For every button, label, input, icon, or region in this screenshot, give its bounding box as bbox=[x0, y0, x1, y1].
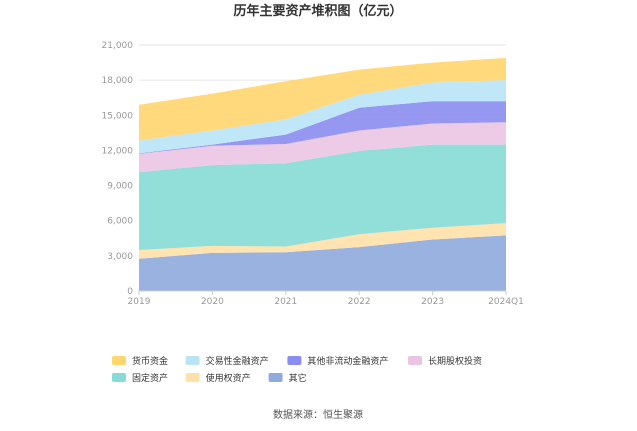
area-series bbox=[139, 144, 506, 250]
area-series bbox=[139, 101, 506, 154]
legend-label: 其它 bbox=[289, 372, 307, 384]
area-series bbox=[139, 223, 506, 259]
legend-swatch bbox=[112, 373, 126, 382]
chart-title: 历年主要资产堆积图（亿元） bbox=[233, 3, 402, 19]
y-tick-label: 15,000 bbox=[102, 111, 134, 121]
plot-areas bbox=[139, 57, 506, 291]
legend-swatch bbox=[408, 356, 422, 365]
legend-item[interactable]: 货币资金 bbox=[112, 355, 168, 367]
area-series bbox=[139, 80, 506, 154]
legend-item[interactable]: 交易性金融资产 bbox=[185, 355, 269, 367]
y-tick-label: 0 bbox=[127, 287, 133, 297]
legend-item[interactable]: 使用权资产 bbox=[185, 372, 251, 384]
legend-item[interactable]: 其它 bbox=[268, 372, 307, 384]
area-series bbox=[139, 57, 506, 141]
legend-label: 固定资产 bbox=[132, 372, 168, 384]
y-tick-label: 9,000 bbox=[107, 182, 133, 192]
y-tick-label: 21,000 bbox=[102, 41, 134, 51]
legend-label: 长期股权投资 bbox=[428, 355, 482, 367]
axes: 0 3,000 6,000 9,000 12,000 15,000 18,000 21,000… bbox=[102, 41, 524, 307]
x-tick-label: 2021 bbox=[274, 297, 297, 307]
y-tick-label: 18,000 bbox=[102, 76, 134, 86]
legend-label: 使用权资产 bbox=[206, 372, 251, 384]
source-note: 数据来源：恒生聚源 bbox=[273, 408, 363, 421]
legend-item[interactable]: 固定资产 bbox=[112, 372, 168, 384]
x-tick-label: 2023 bbox=[421, 297, 444, 307]
legend-item[interactable]: 长期股权投资 bbox=[408, 355, 482, 367]
x-tick-label: 2024Q1 bbox=[488, 297, 524, 307]
legend-swatch bbox=[287, 356, 302, 365]
y-tick-label: 6,000 bbox=[107, 217, 133, 227]
x-tick-label: 2022 bbox=[348, 297, 371, 307]
legend-swatch bbox=[268, 373, 283, 382]
x-tick-label: 2020 bbox=[201, 297, 224, 307]
area-series bbox=[139, 235, 506, 291]
legend-label: 交易性金融资产 bbox=[206, 355, 269, 367]
legend-label: 其他非流动金融资产 bbox=[307, 355, 388, 367]
y-tick-label: 3,000 bbox=[107, 252, 133, 262]
legend-swatch bbox=[185, 373, 200, 382]
legend-label: 货币资金 bbox=[132, 355, 168, 367]
legend-swatch bbox=[185, 356, 200, 365]
legend-swatch bbox=[112, 356, 126, 365]
y-tick-label: 12,000 bbox=[102, 146, 134, 156]
legend-item[interactable]: 其他非流动金融资产 bbox=[287, 355, 388, 367]
x-tick-label: 2019 bbox=[128, 297, 151, 307]
area-series bbox=[139, 122, 506, 173]
